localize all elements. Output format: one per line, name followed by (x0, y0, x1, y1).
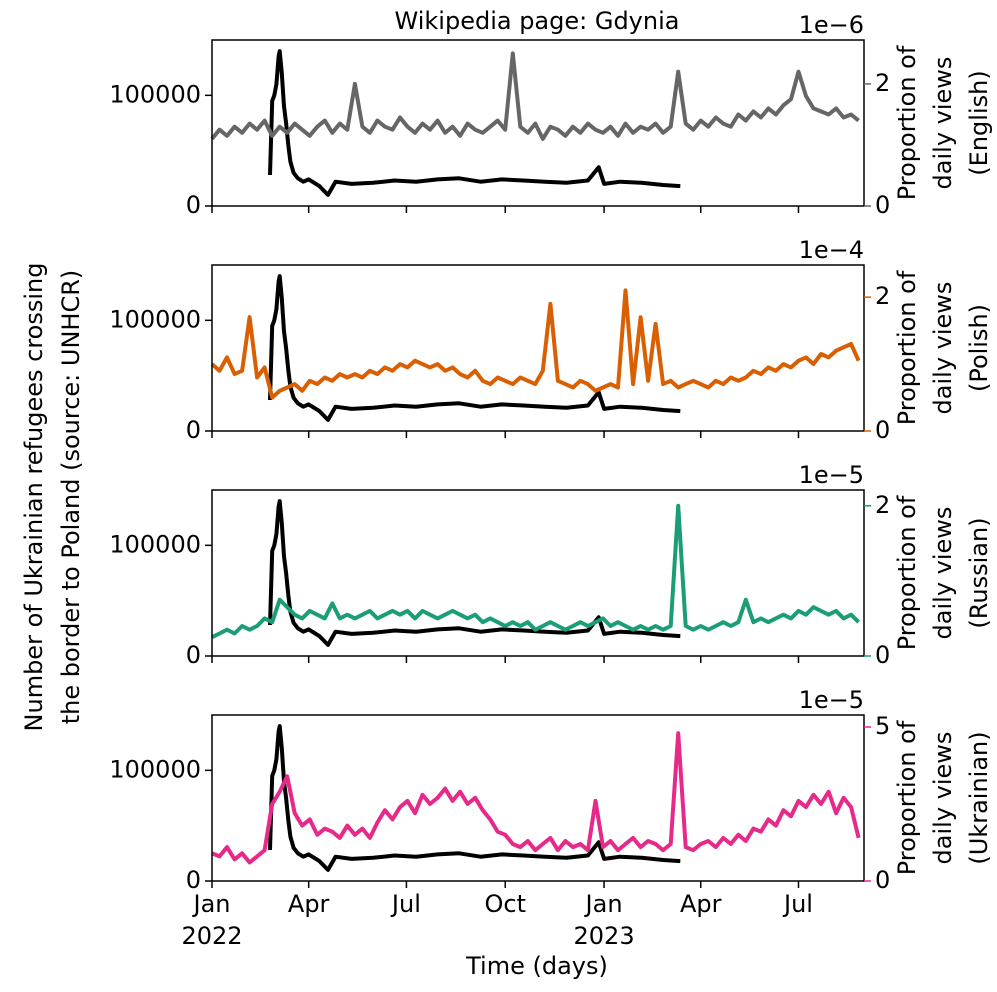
data-line (210, 288, 861, 400)
y2-offset: 1e−6 (799, 11, 864, 39)
y2-axis-label: Proportion of (893, 495, 921, 650)
y-tick-label: 0 (186, 866, 201, 894)
y2-axis-label: (Polish) (965, 304, 993, 392)
x-tick-label: Apr (680, 890, 722, 918)
x-tick-label: Jan (584, 890, 623, 918)
y-tick-label: 100000 (109, 305, 201, 333)
data-line (268, 274, 681, 422)
y2-offset: 1e−4 (799, 236, 864, 264)
y2-axis-label: daily views (929, 507, 957, 640)
y2-axis-label: (English) (965, 70, 993, 175)
y2-tick-label: 5 (875, 712, 890, 740)
y2-tick-label: 2 (875, 69, 890, 97)
y-tick-label: 100000 (109, 755, 201, 783)
x-tick-label: Jan (192, 890, 231, 918)
y2-axis-label: Proportion of (893, 45, 921, 200)
data-line (268, 499, 681, 647)
y-tick-label: 0 (186, 416, 201, 444)
x-tick-label: Oct (484, 890, 526, 918)
y2-axis-label: Proportion of (893, 720, 921, 875)
y2-tick-label: 0 (875, 416, 890, 444)
x-year-label: 2022 (181, 922, 242, 950)
x-tick-label: Jul (782, 890, 813, 918)
y2-tick-label: 2 (875, 282, 890, 310)
axes-frame (211, 714, 865, 882)
y-tick-label: 100000 (109, 80, 201, 108)
data-line (268, 724, 681, 872)
y2-axis-label: (Russian) (965, 517, 993, 628)
data-line (210, 51, 860, 141)
y2-tick-label: 0 (875, 866, 890, 894)
x-tick-label: Jul (390, 890, 421, 918)
y2-tick-label: 0 (875, 641, 890, 669)
y-tick-label: 100000 (109, 530, 201, 558)
y2-axis-label: daily views (929, 282, 957, 415)
axes-frame (211, 264, 865, 432)
data-line (268, 49, 681, 197)
y2-axis-label: daily views (929, 732, 957, 865)
y2-tick-label: 2 (875, 491, 890, 519)
y2-axis-label: daily views (929, 57, 957, 190)
y2-axis-label: Proportion of (893, 270, 921, 425)
y-axis-label: the border to Poland (source: UNHCR) (57, 270, 85, 725)
y2-axis-label: (Ukrainian) (965, 731, 993, 864)
chart-title: Wikipedia page: Gdynia (395, 7, 680, 35)
axes-frame (211, 489, 865, 657)
axes-frame (211, 39, 865, 207)
x-axis-label: Time (days) (465, 952, 608, 980)
data-line (211, 503, 861, 639)
x-tick-label: Apr (288, 890, 330, 918)
y-axis-label: Number of Ukrainian refugees crossing (20, 263, 48, 732)
x-year-label: 2023 (574, 922, 635, 950)
y-tick-label: 0 (186, 191, 201, 219)
y2-offset: 1e−5 (799, 461, 864, 489)
y2-offset: 1e−5 (799, 686, 864, 714)
y2-tick-label: 0 (875, 191, 890, 219)
data-line (211, 731, 861, 865)
y-tick-label: 0 (186, 641, 201, 669)
